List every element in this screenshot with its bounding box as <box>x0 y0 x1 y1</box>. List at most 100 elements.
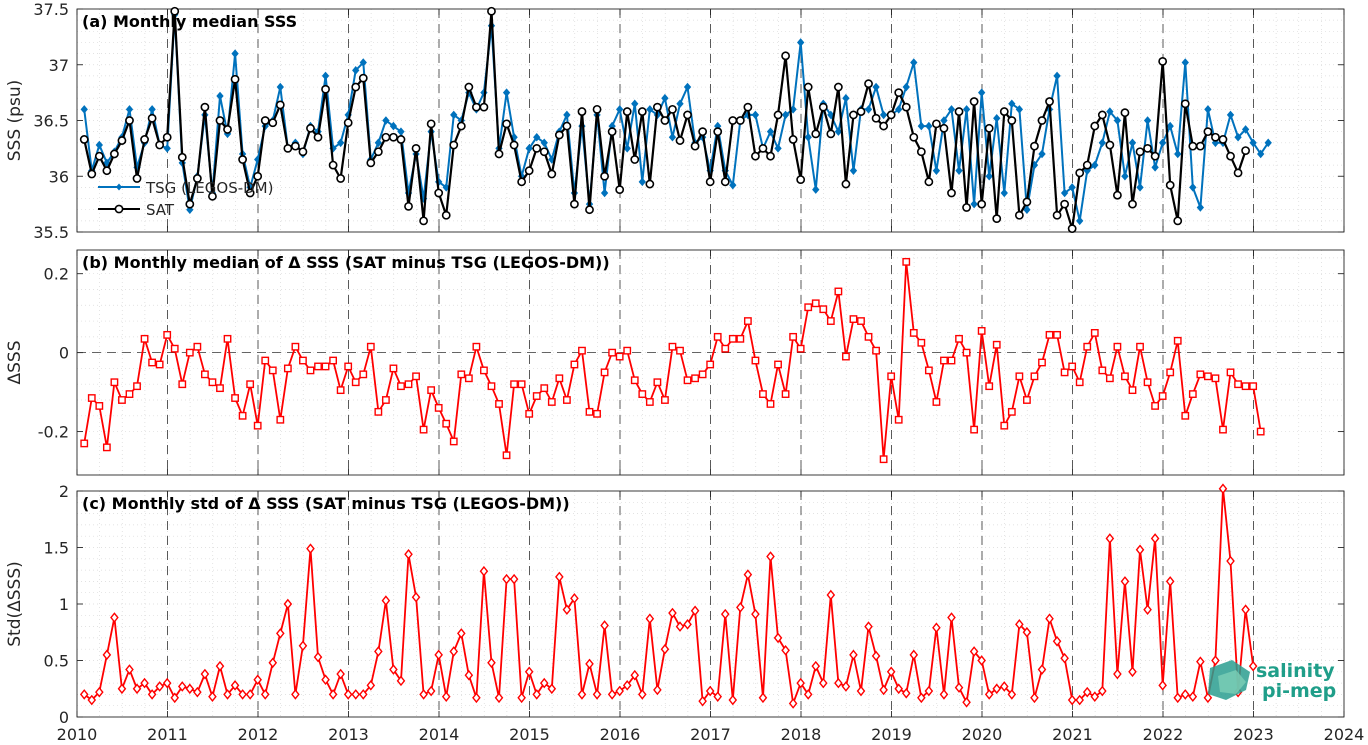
data-point <box>102 649 112 661</box>
data-point <box>585 658 594 670</box>
data-point <box>351 378 360 387</box>
data-point <box>193 686 202 698</box>
data-point <box>977 327 986 335</box>
data-point <box>155 681 164 692</box>
data-point <box>1045 613 1054 625</box>
data-point <box>917 692 926 704</box>
data-point <box>336 174 346 183</box>
data-point <box>419 689 428 700</box>
data-point <box>404 201 413 211</box>
data-point <box>532 689 542 700</box>
y-tick-label: 36 <box>49 167 69 186</box>
data-point <box>238 689 247 700</box>
data-point <box>879 455 888 464</box>
data-point <box>374 407 383 416</box>
data-point <box>238 155 248 164</box>
data-point <box>743 102 753 112</box>
data-point <box>261 356 270 365</box>
data-point <box>441 210 451 220</box>
data-point <box>163 144 171 153</box>
data-point <box>562 396 571 404</box>
data-point <box>615 185 625 195</box>
data-point <box>351 82 361 92</box>
data-point <box>676 346 684 355</box>
data-point <box>668 132 677 142</box>
data-point <box>826 129 836 139</box>
data-point <box>321 84 330 94</box>
data-point <box>872 346 880 355</box>
data-point <box>1165 576 1175 587</box>
data-point <box>276 628 285 639</box>
data-point <box>1060 188 1069 198</box>
data-point <box>208 191 217 201</box>
data-point <box>600 188 609 198</box>
data-point <box>1211 374 1220 383</box>
data-point <box>570 360 579 369</box>
data-point <box>260 116 270 125</box>
data-point <box>721 344 730 353</box>
data-point <box>479 102 489 112</box>
data-point <box>449 140 459 150</box>
data-point <box>954 107 964 116</box>
data-point <box>977 199 987 209</box>
data-point <box>803 689 813 700</box>
data-point <box>419 216 429 226</box>
data-point <box>812 185 820 194</box>
data-point <box>834 287 843 296</box>
data-point <box>245 689 255 700</box>
data-point <box>1151 402 1160 410</box>
data-point <box>1098 366 1107 375</box>
data-point <box>343 118 353 128</box>
data-point <box>993 114 1001 123</box>
data-point <box>804 132 812 142</box>
data-point <box>653 684 662 696</box>
data-point <box>600 620 609 631</box>
data-point <box>404 380 413 389</box>
data-point <box>774 144 782 153</box>
data-point <box>1135 147 1145 157</box>
data-point <box>540 138 548 148</box>
data-point <box>79 689 89 700</box>
data-point <box>532 392 541 400</box>
data-point <box>970 425 979 434</box>
data-point <box>879 121 889 131</box>
data-point <box>1248 660 1258 672</box>
data-point <box>554 130 564 140</box>
data-point <box>969 646 979 657</box>
data-point <box>1241 146 1251 156</box>
logo-text-salinity: salinity <box>1256 660 1335 682</box>
y-tick-label: 0.2 <box>44 265 69 284</box>
data-point <box>751 110 760 120</box>
data-point <box>751 356 760 365</box>
data-point <box>306 123 315 133</box>
data-point <box>947 105 956 114</box>
data-point <box>321 71 330 81</box>
data-point <box>759 390 767 398</box>
data-point <box>901 687 911 699</box>
data-point <box>909 649 919 661</box>
data-point <box>894 88 904 98</box>
data-point <box>916 147 926 157</box>
data-point <box>887 372 896 381</box>
data-point <box>1264 138 1272 148</box>
data-point <box>411 143 421 153</box>
data-point <box>645 613 655 625</box>
data-point <box>140 135 149 144</box>
data-point <box>1082 160 1092 170</box>
data-point <box>630 376 639 385</box>
data-point <box>992 340 1001 349</box>
data-point <box>216 384 224 393</box>
data-point <box>720 608 730 620</box>
data-point <box>1173 692 1183 704</box>
data-point <box>1211 132 1220 142</box>
data-point <box>133 382 141 391</box>
data-point <box>290 141 300 151</box>
data-point <box>411 591 421 603</box>
data-point <box>638 177 646 187</box>
data-point <box>1241 604 1250 615</box>
legend: TSG (LEGOS-DM) SAT <box>98 179 273 219</box>
data-point <box>758 692 768 704</box>
data-point <box>306 366 315 375</box>
data-point <box>932 166 941 175</box>
data-point <box>932 119 941 129</box>
